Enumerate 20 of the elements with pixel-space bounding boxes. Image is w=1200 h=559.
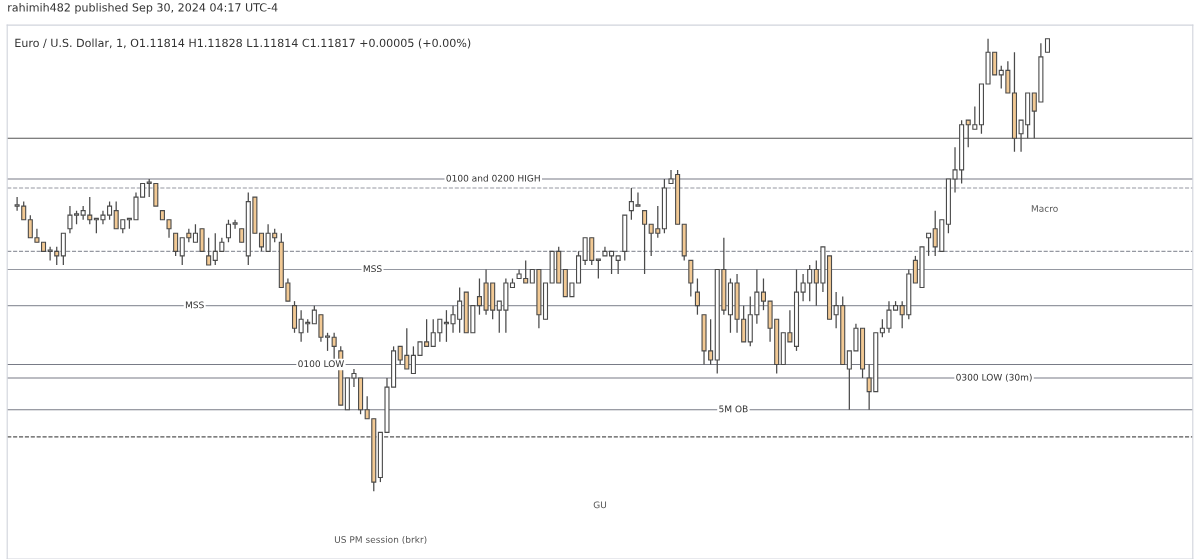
candlestick — [642, 210, 648, 275]
candlestick — [688, 259, 694, 298]
candlestick — [595, 258, 601, 280]
ref-line-label: 0300 LOW (30m) — [956, 373, 1032, 382]
text: US PM session (brkr) — [334, 535, 427, 544]
candlestick — [926, 232, 932, 257]
candlestick — [615, 255, 621, 275]
chart-title: rahimih482 published Sep 30, 2024 04:17 UTC-4 — [8, 3, 278, 14]
chart-subtitle: Euro / U.S. Dollar, 1, O1.11814 H1.11828 L1.11814 C1.11817 +0.00005 (+0.00%) — [15, 38, 471, 49]
candlestick — [694, 277, 700, 316]
ref-line-label: 0100 and 0200 HIGH — [446, 174, 540, 182]
annotation: Macro — [1031, 205, 1058, 212]
ref-line-label: MSS — [363, 265, 382, 273]
text: GU — [593, 501, 607, 509]
ref-line-label: MSS — [185, 301, 204, 309]
candlestick — [60, 232, 66, 266]
ref-line-label: 0100 LOW — [298, 360, 344, 368]
candlestick — [206, 237, 212, 266]
candlestick — [173, 232, 179, 257]
ref-line-label: 5M OB — [719, 405, 748, 413]
